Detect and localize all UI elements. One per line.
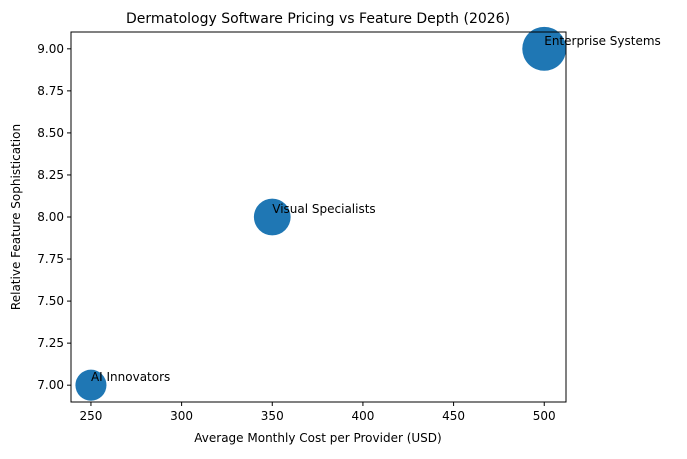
x-tick-label: 250 <box>79 409 102 423</box>
y-tick-label: 8.25 <box>37 168 64 182</box>
x-tick-label: 300 <box>170 409 193 423</box>
point-label: Enterprise Systems <box>544 34 661 48</box>
plot-frame <box>70 31 567 403</box>
y-tick-label: 9.00 <box>37 42 64 56</box>
point-label: AI Innovators <box>91 370 170 384</box>
x-tick-label: 350 <box>261 409 284 423</box>
y-tick-label: 8.75 <box>37 84 64 98</box>
y-tick-label: 7.25 <box>37 336 64 350</box>
y-tick-label: 7.00 <box>37 378 64 392</box>
x-tick-label: 400 <box>351 409 374 423</box>
x-axis-label: Average Monthly Cost per Provider (USD) <box>194 431 441 445</box>
point-label: Visual Specialists <box>272 202 375 216</box>
data-point <box>522 26 567 71</box>
y-tick-label: 8.00 <box>37 210 64 224</box>
x-tick-label: 450 <box>442 409 465 423</box>
data-point <box>253 198 291 236</box>
y-axis-label: Relative Feature Sophistication <box>9 124 23 310</box>
data-point <box>75 369 107 401</box>
y-tick-label: 7.75 <box>37 252 64 266</box>
x-tick-label: 500 <box>533 409 556 423</box>
y-tick-label: 8.50 <box>37 126 64 140</box>
chart-title: Dermatology Software Pricing vs Feature … <box>126 11 510 27</box>
y-tick-label: 7.50 <box>37 294 64 308</box>
